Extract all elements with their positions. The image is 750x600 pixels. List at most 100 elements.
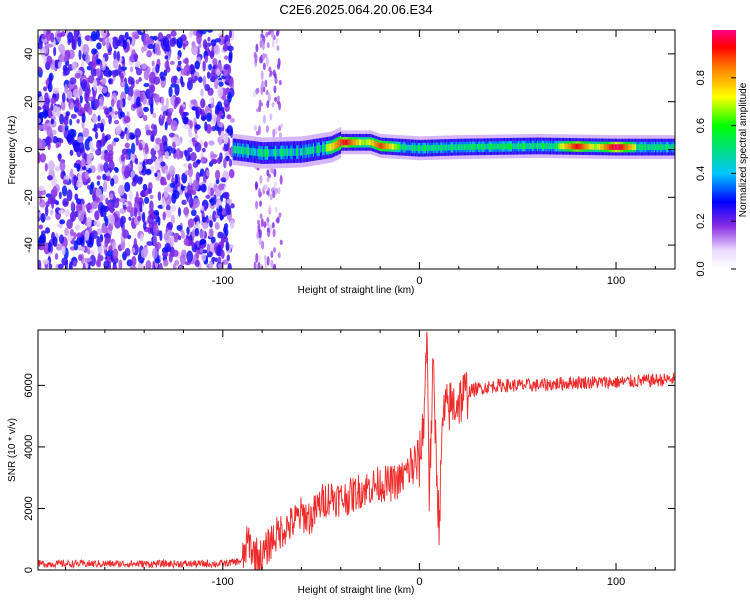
spectrogram-cell xyxy=(296,148,298,156)
spectrogram-cell xyxy=(200,183,207,193)
spectrogram-cell xyxy=(209,187,215,197)
spectrogram-cell xyxy=(350,139,352,146)
spectrogram-cell xyxy=(264,260,268,269)
spectrogram-cell xyxy=(276,30,280,36)
spectrogram-cell xyxy=(209,50,215,60)
spectrogram-cell xyxy=(64,227,69,236)
spectrogram-cell xyxy=(216,101,223,112)
spectrogram-cell xyxy=(218,183,225,191)
spectrogram-cell xyxy=(212,64,217,70)
spectrogram-cell xyxy=(124,83,129,95)
spectrogram-cell xyxy=(92,115,98,124)
spectrogram-cell xyxy=(189,63,194,72)
spectrogram-cell xyxy=(133,54,139,60)
spectrogram-cell xyxy=(143,69,150,81)
spectrogram-cell xyxy=(60,173,65,180)
spectrogram-cell xyxy=(381,143,383,149)
spectrogram-cell xyxy=(125,165,130,176)
spectrogram-cell xyxy=(57,61,62,69)
spectrogram-cell xyxy=(672,144,674,150)
spectrogram-cell xyxy=(129,265,137,269)
spectrogram-cell xyxy=(38,95,45,106)
spectrogram-cell xyxy=(135,96,141,107)
spectrogram-cell xyxy=(506,143,508,150)
spectrogram-cell xyxy=(226,45,234,52)
spectrogram-cell xyxy=(218,81,224,87)
spectrogram-cell xyxy=(256,231,260,240)
spectrogram-cell xyxy=(130,134,136,140)
spectrogram-cell xyxy=(406,144,408,151)
spectrogram-cell xyxy=(512,143,514,150)
spectrogram-cell xyxy=(277,148,279,157)
spectrogram-cell xyxy=(174,97,179,107)
spectrogram-cell xyxy=(167,229,173,237)
spectrogram-cell xyxy=(87,75,95,84)
spectrogram-cell xyxy=(89,60,97,70)
spectrogram-cell xyxy=(329,143,331,152)
spectrogram-cell xyxy=(223,157,227,169)
spectrogram-cell xyxy=(216,115,220,127)
spectrogram-cell xyxy=(281,148,283,157)
spectrogram-cell xyxy=(78,141,85,154)
spectrogram-cell xyxy=(208,260,214,269)
spectrogram-cell xyxy=(420,145,422,152)
spectrogram-cell xyxy=(260,88,264,95)
spectrogram-cell xyxy=(63,67,70,76)
spectrogram-cell xyxy=(463,144,466,150)
spectrogram-cell xyxy=(380,143,382,149)
spectrogram-cell xyxy=(223,63,230,70)
spectrogram-cell xyxy=(189,196,194,209)
spectrogram-cell xyxy=(397,144,400,150)
spectrogram-cell xyxy=(355,139,357,146)
spectrogram-cell xyxy=(257,261,261,269)
spectrogram-cell xyxy=(134,157,139,165)
spectrogram-cell xyxy=(253,51,257,59)
spectrogram-cell xyxy=(186,184,194,195)
spectrogram-cell xyxy=(163,141,168,152)
spectrogram-cell xyxy=(388,143,390,150)
spectrogram-cell xyxy=(275,218,279,223)
spectrogram-cell xyxy=(245,147,247,155)
spectrogram-cell xyxy=(625,144,627,150)
colorbar-label: Normalized spectral amplitude xyxy=(738,82,749,217)
spectrogram-cell xyxy=(69,77,77,85)
spectrogram-cell xyxy=(270,250,274,258)
spectrogram-cell xyxy=(640,144,643,150)
spectrogram-cell xyxy=(450,144,453,151)
spectrogram-cell xyxy=(633,144,636,150)
spectrogram-cell xyxy=(174,138,182,147)
spectrogram-cell xyxy=(153,124,158,136)
spectrogram-cell xyxy=(428,145,430,151)
spectrogram-cell xyxy=(165,65,171,73)
spectrogram-cell xyxy=(59,113,64,125)
spectrogram-cell xyxy=(617,144,619,150)
spectrogram-cell xyxy=(218,205,223,213)
spectrogram-cell xyxy=(410,144,413,151)
spectrogram-cell xyxy=(284,148,286,157)
spectrogram-cell xyxy=(377,142,380,148)
spectrogram-cell xyxy=(337,140,339,148)
spectrogram-cell xyxy=(271,149,273,157)
spectrogram-cell xyxy=(571,143,573,150)
spectrogram-cell xyxy=(74,145,80,153)
spectrogram-cell xyxy=(549,143,552,149)
spectrogram-cell xyxy=(345,139,348,146)
spectrogram-cell xyxy=(128,216,132,221)
spectrogram-cell xyxy=(168,86,173,98)
spectrogram-cell xyxy=(73,174,77,187)
spectrogram-cell xyxy=(40,212,46,223)
spectrogram-cell xyxy=(84,171,89,180)
spectrogram-cell xyxy=(145,129,153,136)
spectrogram-cell xyxy=(169,37,176,47)
spectrogram-cell xyxy=(153,209,159,216)
spectrogram-cell xyxy=(109,205,115,214)
spectrogram-cell xyxy=(593,143,595,150)
spectrogram-cell xyxy=(104,151,111,163)
spectrogram-cell xyxy=(271,222,275,229)
spectrogram-cell xyxy=(152,224,159,235)
spectrogram-cell xyxy=(255,200,259,210)
spectrogram-cell xyxy=(585,143,587,150)
spectrogram-cell xyxy=(490,143,493,150)
spectrogram-cell xyxy=(168,112,172,119)
spectrogram-cell xyxy=(363,139,365,146)
